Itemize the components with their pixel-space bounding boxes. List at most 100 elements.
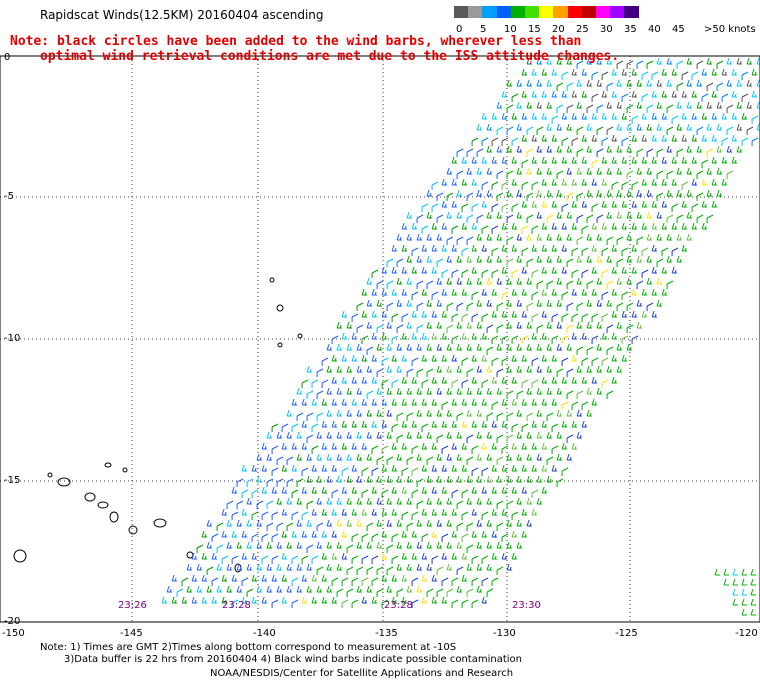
wind-barb: [531, 269, 539, 278]
wind-barb: [601, 332, 608, 340]
wind-barb: [481, 555, 489, 564]
color-swatch: [596, 6, 611, 18]
wind-barb: [556, 387, 563, 395]
island-outline: [109, 511, 119, 523]
island-outline: [277, 342, 283, 348]
wind-barb: [686, 79, 693, 87]
wind-barb: [506, 390, 514, 399]
wind-barb: [641, 71, 649, 80]
wind-barb: [576, 255, 583, 263]
wind-barb: [546, 475, 553, 483]
wind-barb: [501, 90, 508, 98]
wind-barb: [516, 79, 523, 87]
wind-barb: [651, 200, 658, 208]
wind-barb: [566, 57, 573, 65]
wind-barb: [306, 500, 314, 509]
wind-barb: [306, 365, 313, 373]
wind-barb: [476, 255, 483, 263]
wind-barb: [666, 104, 674, 113]
wind-barb: [626, 189, 633, 197]
wind-barb: [511, 552, 518, 560]
wind-barb: [241, 530, 248, 538]
wind-barb: [616, 167, 623, 175]
wind-barb: [586, 57, 593, 65]
wind-barb: [601, 379, 609, 388]
wind-barb: [311, 596, 318, 604]
wind-barb: [586, 189, 593, 197]
wind-barb: [701, 68, 708, 76]
wind-barb: [431, 555, 439, 564]
wind-barb: [651, 288, 658, 296]
wind-barb: [271, 555, 279, 564]
wind-barb: [476, 299, 483, 307]
wind-barb: [276, 497, 283, 505]
wind-barb: [416, 343, 423, 351]
wind-barb: [481, 596, 488, 604]
wind-barb: [451, 244, 458, 252]
wind-barb: [561, 357, 569, 366]
wind-barb: [466, 148, 474, 157]
wind-barb: [451, 200, 458, 208]
color-swatch: [482, 6, 498, 18]
wind-barb: [291, 489, 299, 498]
wind-barb: [491, 420, 498, 428]
wind-barb: [396, 453, 403, 461]
wind-barb: [431, 222, 438, 230]
wind-barb: [556, 368, 564, 377]
wind-barb: [541, 222, 548, 230]
wind-barb: [246, 478, 254, 487]
wind-barb: [451, 577, 459, 586]
wind-barb: [276, 478, 284, 487]
wind-barb: [666, 214, 674, 223]
wind-barb: [456, 453, 463, 461]
wind-barb: [426, 321, 433, 329]
wind-barb: [666, 170, 674, 179]
wind-barb: [531, 332, 538, 340]
wind-barb: [476, 189, 483, 197]
wind-barb: [546, 79, 553, 87]
wind-barb: [236, 585, 243, 593]
wind-barb: [421, 552, 428, 560]
wind-barb: [491, 442, 498, 450]
wind-barb: [671, 247, 679, 256]
wind-barb: [386, 519, 393, 527]
wind-barb: [546, 412, 554, 421]
wind-barb: [651, 222, 658, 230]
wind-barb: [516, 101, 523, 109]
wind-barb: [466, 387, 473, 395]
wind-barb: [426, 299, 433, 307]
wind-barb: [596, 255, 603, 263]
wind-barb: [506, 475, 513, 483]
wind-barb: [551, 156, 558, 164]
wind-barb: [686, 167, 693, 175]
wind-barb: [646, 104, 654, 113]
wind-barb: [501, 335, 509, 344]
wind-barb: [401, 376, 408, 384]
wind-barb: [401, 244, 408, 252]
wind-barb: [461, 552, 468, 560]
wind-barb: [191, 596, 198, 604]
wind-barb: [476, 343, 483, 351]
wind-barb: [356, 365, 363, 373]
wind-barb: [626, 123, 633, 131]
wind-barb: [286, 563, 293, 571]
wind-barb: [561, 313, 569, 322]
wind-barb: [671, 266, 678, 274]
wind-barb: [501, 291, 509, 300]
wind-barb: [606, 82, 614, 91]
wind-barb: [536, 387, 543, 395]
wind-barb: [511, 486, 518, 494]
wind-barb: [606, 57, 613, 65]
wind-barb: [546, 189, 553, 197]
wind-barb: [626, 302, 634, 311]
wind-barb: [471, 577, 479, 586]
wind-barb: [376, 409, 383, 417]
wind-barb: [396, 497, 403, 505]
wind-barb: [371, 332, 378, 340]
wind-barb: [456, 189, 463, 197]
wind-barb: [561, 71, 569, 80]
wind-barb: [646, 189, 653, 197]
wind-barb: [521, 200, 528, 208]
wind-barb: [276, 585, 283, 593]
wind-barb: [346, 544, 354, 553]
